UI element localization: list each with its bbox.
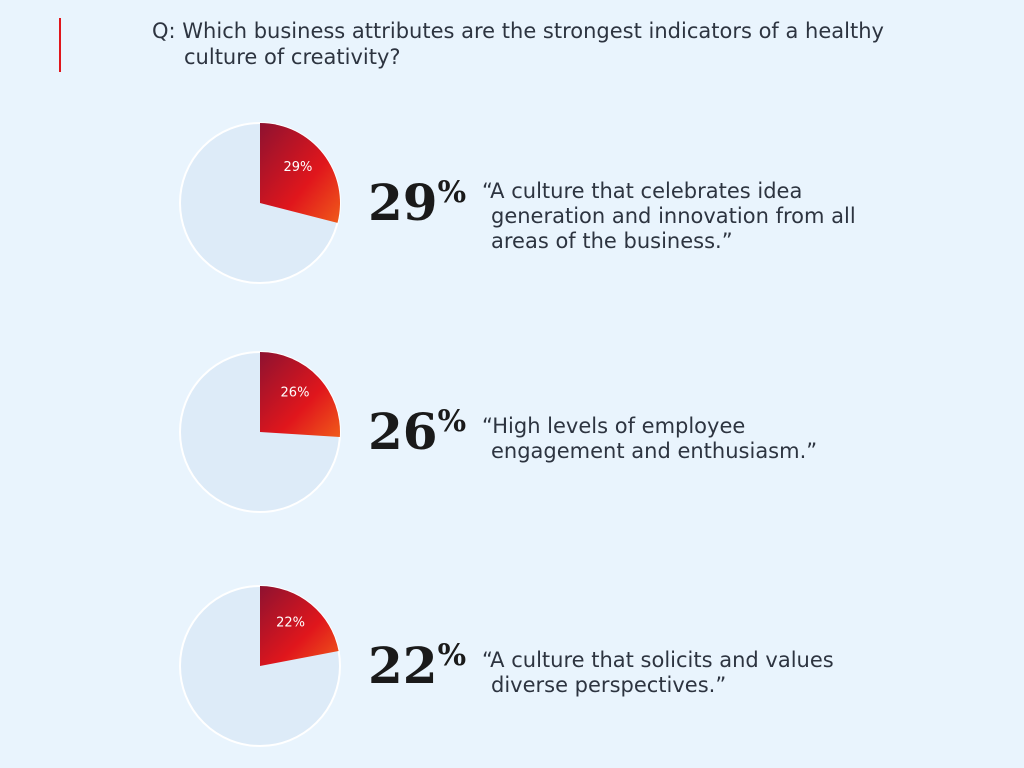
pie-slice xyxy=(260,123,340,223)
caption-quote: “A culture that solicits and values dive… xyxy=(482,648,834,697)
slice-label: 22% xyxy=(276,616,305,631)
pie-slice xyxy=(260,586,339,666)
slice-label: 29% xyxy=(283,160,312,175)
pie-chart: 26% xyxy=(179,351,341,513)
accent-bar xyxy=(59,18,61,72)
pie-chart: 29% xyxy=(179,122,341,284)
headline-percent: 22% xyxy=(368,636,467,695)
slice-label: 26% xyxy=(281,386,310,401)
pie-slice xyxy=(260,352,340,438)
caption-quote: “A culture that celebrates idea generati… xyxy=(482,179,856,253)
pie-chart: 22% xyxy=(179,585,341,747)
headline-percent: 26% xyxy=(368,402,467,461)
question-title: Q: Which business attributes are the str… xyxy=(152,19,884,69)
headline-percent: 29% xyxy=(368,173,467,232)
caption-quote: “High levels of employee engagement and … xyxy=(482,414,818,463)
